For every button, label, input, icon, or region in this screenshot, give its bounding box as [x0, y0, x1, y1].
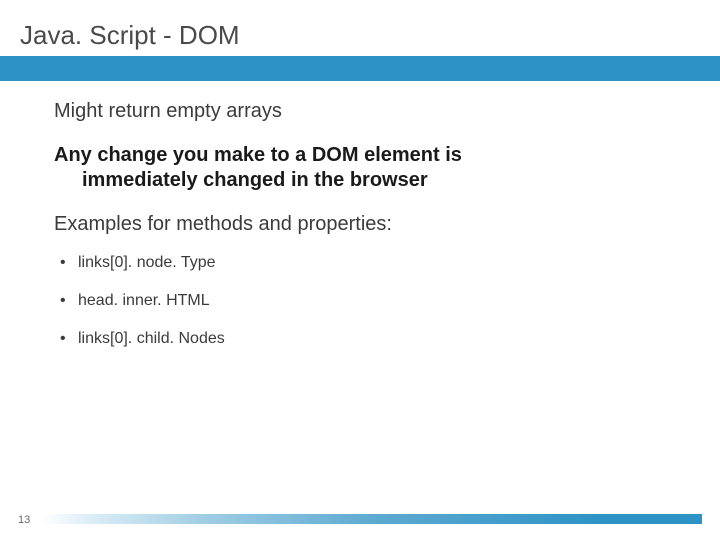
slide-title: Java. Script - DOM	[20, 20, 240, 51]
page-number: 13	[18, 514, 30, 526]
slide: Java. Script - DOM Might return empty ar…	[0, 0, 720, 540]
body-line-3: Examples for methods and properties:	[54, 213, 664, 236]
content-area: Might return empty arrays Any change you…	[54, 100, 664, 368]
list-item: links[0]. node. Type	[60, 254, 664, 272]
list-item: links[0]. child. Nodes	[60, 330, 664, 348]
accent-bar	[0, 56, 720, 81]
list-item: head. inner. HTML	[60, 292, 664, 310]
body-line-2: Any change you make to a DOM element is …	[54, 143, 664, 193]
body-line-2a: Any change you make to a DOM element is	[54, 144, 462, 166]
body-line-1: Might return empty arrays	[54, 100, 664, 123]
footer: 13	[0, 508, 720, 526]
footer-gradient	[42, 514, 702, 524]
body-line-2b: immediately changed in the browser	[54, 168, 664, 193]
bullet-list: links[0]. node. Type head. inner. HTML l…	[54, 254, 664, 348]
title-bar: Java. Script - DOM	[0, 0, 720, 56]
